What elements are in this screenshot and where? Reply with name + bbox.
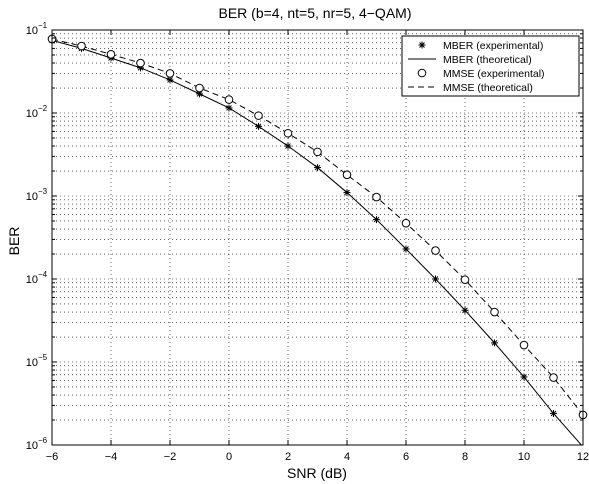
mber-experimental-point: [491, 339, 498, 347]
y-tick-base: 10: [26, 357, 38, 369]
y-tick-label: 10 −5: [26, 353, 48, 369]
y-tick-label: 10 −6: [26, 436, 48, 452]
mmse-experimental-point: [195, 83, 204, 93]
x-tick-label: 8: [462, 451, 468, 463]
y-tick-exponent: −4: [38, 270, 48, 279]
legend-label: MMSE (theoretical): [443, 82, 533, 94]
mmse-experimental-point: [490, 307, 499, 317]
y-tick-exponent: −3: [38, 187, 48, 196]
x-tick-label: 6: [403, 451, 409, 463]
x-tick-label: −4: [105, 451, 118, 463]
mber-experimental-point: [225, 104, 233, 112]
y-axis-label: BER: [6, 227, 22, 256]
y-tick-label: 10 −4: [26, 270, 48, 286]
mmse-experimental-point: [519, 340, 529, 350]
mber-experimental-point: [461, 306, 469, 314]
mmse-experimental-point: [342, 170, 352, 180]
mber-experimental-point: [196, 90, 203, 98]
mmse-experimental-point: [283, 128, 293, 138]
legend-entry: MMSE (theoretical): [408, 82, 533, 94]
legend-label: MBER (theoretical): [443, 54, 532, 66]
mber-experimental-point: [343, 189, 351, 197]
x-tick-label: −2: [164, 451, 177, 463]
y-tick-exponent: −5: [38, 353, 48, 362]
legend-entry: MBER (theoretical): [408, 54, 532, 66]
mmse-experimental-point: [224, 95, 234, 104]
mber-experimental-point: [314, 164, 321, 172]
mmse-experimental-point: [254, 111, 263, 120]
mber-experimental-point: [550, 409, 557, 417]
legend-entry: MBER (experimental): [418, 40, 543, 52]
x-tick-label: 10: [518, 451, 530, 463]
mmse-experimental-point: [313, 147, 322, 157]
legend: MBER (experimental) MBER (theoretical) MMS…: [401, 35, 580, 97]
mmse-experimental-point: [372, 192, 381, 202]
mmse-experimental-point: [401, 218, 411, 228]
mber-experimental-point: [402, 245, 410, 253]
mber-experimental-point: [373, 216, 380, 224]
x-tick-label: 2: [285, 451, 291, 463]
mmse-experimental-point: [165, 69, 175, 78]
mmse-experimental-point: [431, 246, 440, 255]
x-axis-label: SNR (dB): [287, 465, 347, 481]
mber-experimental-point: [520, 373, 528, 381]
y-tick-base: 10: [26, 440, 38, 452]
mber-experimental-point: [255, 122, 262, 130]
mmse-experimental-point: [77, 41, 86, 51]
y-tick-base: 10: [26, 191, 38, 203]
x-tick-label: 12: [577, 451, 589, 463]
mber-experimental-point: [432, 275, 439, 283]
chart-title: BER (b=4, nt=5, nr=5, 4−QAM): [219, 5, 412, 21]
x-tick-label: −6: [46, 451, 59, 463]
y-tick-exponent: −6: [38, 436, 48, 445]
y-tick-label: 10 −2: [26, 104, 48, 120]
y-tick-base: 10: [26, 25, 38, 37]
legend-circle-marker: [417, 68, 427, 78]
y-tick-exponent: −2: [38, 104, 48, 113]
legend-entry: MMSE (experimental): [417, 68, 545, 80]
y-tick-base: 10: [26, 274, 38, 286]
legend-label: MMSE (experimental): [443, 68, 545, 80]
legend-label: MBER (experimental): [443, 40, 543, 52]
mmse-experimental-point: [460, 275, 470, 285]
x-tick-label: 4: [344, 451, 350, 463]
y-tick-label: 10 −3: [26, 187, 48, 203]
legend-box: [401, 35, 580, 97]
mmse-experimental-point: [136, 58, 145, 68]
plot-frame: [51, 29, 584, 446]
y-tick-base: 10: [26, 108, 38, 120]
grid: [52, 30, 583, 445]
legend-asterisk-marker: [418, 41, 426, 49]
y-tick-exponent: −1: [38, 21, 48, 30]
mmse-experimental-point: [106, 49, 116, 59]
mber-experimental-point: [284, 142, 292, 150]
y-tick-label: 10 −1: [26, 21, 48, 37]
mmse-experimental-point: [549, 373, 558, 382]
x-tick-label: 0: [226, 451, 232, 463]
